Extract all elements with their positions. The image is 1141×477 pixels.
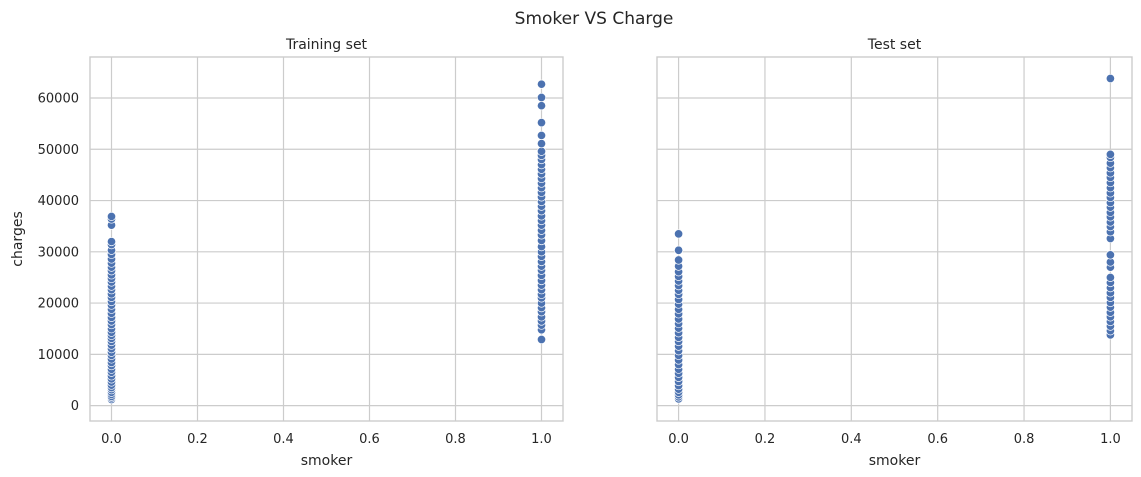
- y-tick-label: 50000: [38, 143, 79, 158]
- data-point: [536, 101, 547, 111]
- subplot-training-set: 0.0 0.2 0.4 0.6 0.8 1.0 0 10000 20000 30000 40000 5…: [10, 37, 564, 469]
- x-tick-label: 1.0: [1100, 432, 1121, 447]
- x-tick-label: 0.4: [273, 432, 294, 447]
- y-tick-label: 0: [71, 399, 79, 414]
- x-tick-label: 0.8: [445, 432, 466, 447]
- y-tick-label: 30000: [38, 245, 79, 260]
- x-axis-label: smoker: [869, 453, 921, 469]
- subplot-title: Training set: [285, 37, 368, 53]
- data-point: [674, 229, 684, 239]
- data-point: [536, 334, 547, 345]
- x-tick-label: 0.0: [101, 432, 122, 447]
- y-tick-label: 20000: [38, 297, 79, 312]
- data-point: [1105, 272, 1115, 283]
- data-point: [536, 139, 547, 149]
- data-point: [106, 237, 117, 247]
- x-axis-label: smoker: [301, 453, 353, 469]
- x-tick-label: 0.2: [755, 432, 776, 447]
- y-tick-label: 60000: [38, 92, 79, 107]
- y-tick-label: 40000: [38, 194, 79, 209]
- data-point: [674, 255, 684, 265]
- data-point: [536, 79, 547, 89]
- x-tick-label: 1.0: [531, 432, 552, 447]
- data-point: [1105, 250, 1115, 260]
- subplot-title: Test set: [867, 37, 922, 53]
- x-tick-label: 0.2: [187, 432, 208, 447]
- data-point: [1105, 149, 1115, 159]
- x-tick-label: 0.8: [1014, 432, 1035, 447]
- axes-frame: [89, 56, 564, 422]
- y-axis-label: charges: [10, 211, 26, 266]
- y-tick-label: 10000: [38, 348, 79, 363]
- x-tick-label: 0.0: [668, 432, 689, 447]
- axes-frame: [656, 56, 1133, 422]
- data-point: [674, 245, 684, 255]
- figure-suptitle: Smoker VS Charge: [515, 9, 674, 29]
- x-tick-label: 0.6: [927, 432, 948, 447]
- data-point: [536, 130, 547, 140]
- x-tick-label: 0.4: [841, 432, 862, 447]
- data-point: [536, 146, 547, 156]
- data-point: [106, 211, 117, 221]
- data-point: [1105, 73, 1115, 84]
- data-point: [536, 92, 547, 103]
- subplot-test-set: 0.0 0.2 0.4 0.6 0.8 1.0 Test set smoker: [656, 37, 1133, 469]
- x-tick-label: 0.6: [359, 432, 380, 447]
- data-point: [536, 118, 547, 128]
